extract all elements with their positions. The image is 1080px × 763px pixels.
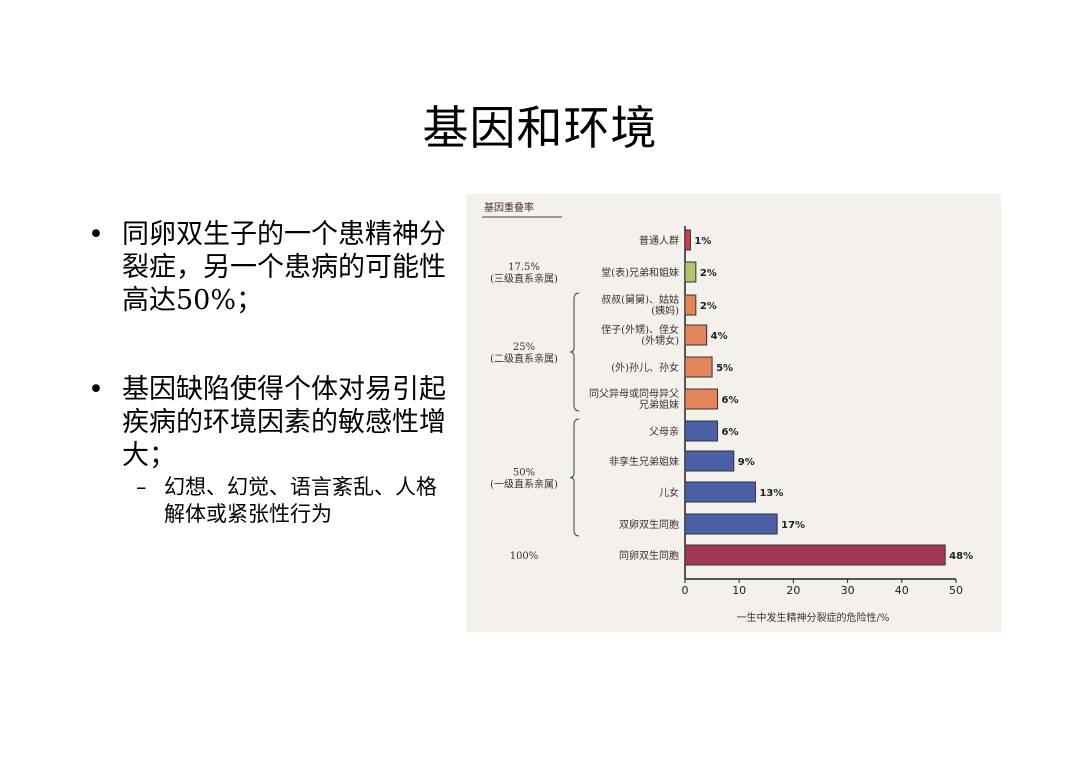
- bullet-text: 同卵双生子的一个患精神分裂症，另一个患病的可能性高达50%；: [122, 219, 446, 316]
- category-label: 堂(表)兄弟和姐妹: [601, 266, 679, 279]
- bar-value-label: 6%: [722, 427, 739, 438]
- bar: [684, 388, 719, 410]
- category-label: 普通人群: [639, 234, 679, 247]
- group-brace: [569, 292, 580, 412]
- category-label: 同卵双生同胞: [619, 549, 679, 562]
- category-label: 侄子(外甥)、侄女: [601, 323, 679, 336]
- bar-value-label: 2%: [700, 268, 717, 279]
- bullet-list: • 同卵双生子的一个患精神分裂症，另一个患病的可能性高达50%； • 基因缺陷使…: [86, 218, 446, 528]
- bar: [684, 420, 719, 442]
- bar: [684, 324, 708, 346]
- bar: [684, 481, 756, 503]
- sub-bullet-text: 幻想、幻觉、语言紊乱、人格解体或紧张性行为: [164, 475, 437, 526]
- category-label: 兄弟姐妹: [639, 398, 679, 411]
- category-label: 同父异母或同母异父: [589, 388, 679, 400]
- sub-bullet-item: – 幻想、幻觉、语言紊乱、人格解体或紧张性行为: [86, 474, 446, 528]
- group-overlap-label: 50%: [513, 468, 535, 479]
- bar-value-label: 17%: [781, 520, 805, 531]
- x-tick-label: 10: [732, 584, 746, 597]
- category-label: (外甥女): [641, 334, 679, 347]
- x-axis-label: 一生中发生精神分裂症的危险性/%: [737, 611, 890, 624]
- category-label: 叔叔(舅舅)、姑姑: [601, 293, 679, 306]
- bar-value-label: 2%: [700, 301, 717, 312]
- bullet-dot-icon: •: [88, 219, 104, 250]
- category-label: 儿女: [659, 486, 679, 499]
- x-tick-label: 50: [949, 584, 963, 597]
- slide-title: 基因和环境: [422, 101, 658, 155]
- bar: [684, 294, 697, 316]
- bar: [684, 450, 735, 472]
- x-tick-label: 30: [841, 584, 855, 597]
- category-label: (外)孙儿、孙女: [611, 361, 679, 374]
- chart-title: 基因重叠率: [484, 201, 534, 214]
- category-label: 双卵双生同胞: [619, 518, 679, 531]
- bar: [684, 261, 697, 283]
- bar-value-label: 9%: [738, 457, 755, 468]
- bar: [684, 229, 691, 251]
- sub-bullet-dash-icon: –: [136, 475, 147, 499]
- bar: [684, 544, 946, 566]
- category-label: (姨妈): [651, 304, 679, 317]
- bar: [684, 513, 778, 535]
- x-tick-label: 20: [786, 584, 800, 597]
- bar: [684, 356, 713, 378]
- group-relation-label: (二级直系亲属): [490, 352, 558, 365]
- x-tick-label: 40: [895, 584, 909, 597]
- group-relation-label: (三级直系亲属): [490, 272, 558, 285]
- bar-value-label: 48%: [949, 551, 973, 562]
- group-overlap-label: 17.5%: [508, 262, 540, 273]
- bullet-item: • 同卵双生子的一个患精神分裂症，另一个患病的可能性高达50%；: [86, 218, 446, 317]
- group-relation-label: (一级直系亲属): [490, 478, 558, 491]
- category-label: 非孪生兄弟姐妹: [609, 455, 679, 468]
- x-tick-label: 0: [682, 584, 689, 597]
- bullet-dot-icon: •: [88, 374, 104, 405]
- group-overlap-label: 100%: [510, 551, 539, 562]
- bar-value-label: 4%: [711, 331, 728, 342]
- bullet-text: 基因缺陷使得个体对易引起疾病的环境因素的敏感性增大；: [122, 374, 446, 471]
- chart: 基因重叠率 0 10 20 30 40 50 1% 普通人群 2% 堂(表)兄弟和姐妹 2% 叔叔(舅…: [466, 194, 1001, 632]
- bullet-item: • 基因缺陷使得个体对易引起疾病的环境因素的敏感性增大；: [86, 373, 446, 472]
- bar-value-label: 1%: [694, 236, 711, 247]
- bar-value-label: 5%: [716, 363, 733, 374]
- bar-value-label: 6%: [722, 395, 739, 406]
- category-label: 父母亲: [649, 425, 679, 438]
- bar-value-label: 13%: [759, 488, 783, 499]
- group-overlap-label: 25%: [513, 342, 535, 353]
- chart-svg: 基因重叠率 0 10 20 30 40 50 1% 普通人群 2% 堂(表)兄弟和姐妹 2% 叔叔(舅…: [482, 201, 973, 624]
- group-brace: [569, 418, 580, 537]
